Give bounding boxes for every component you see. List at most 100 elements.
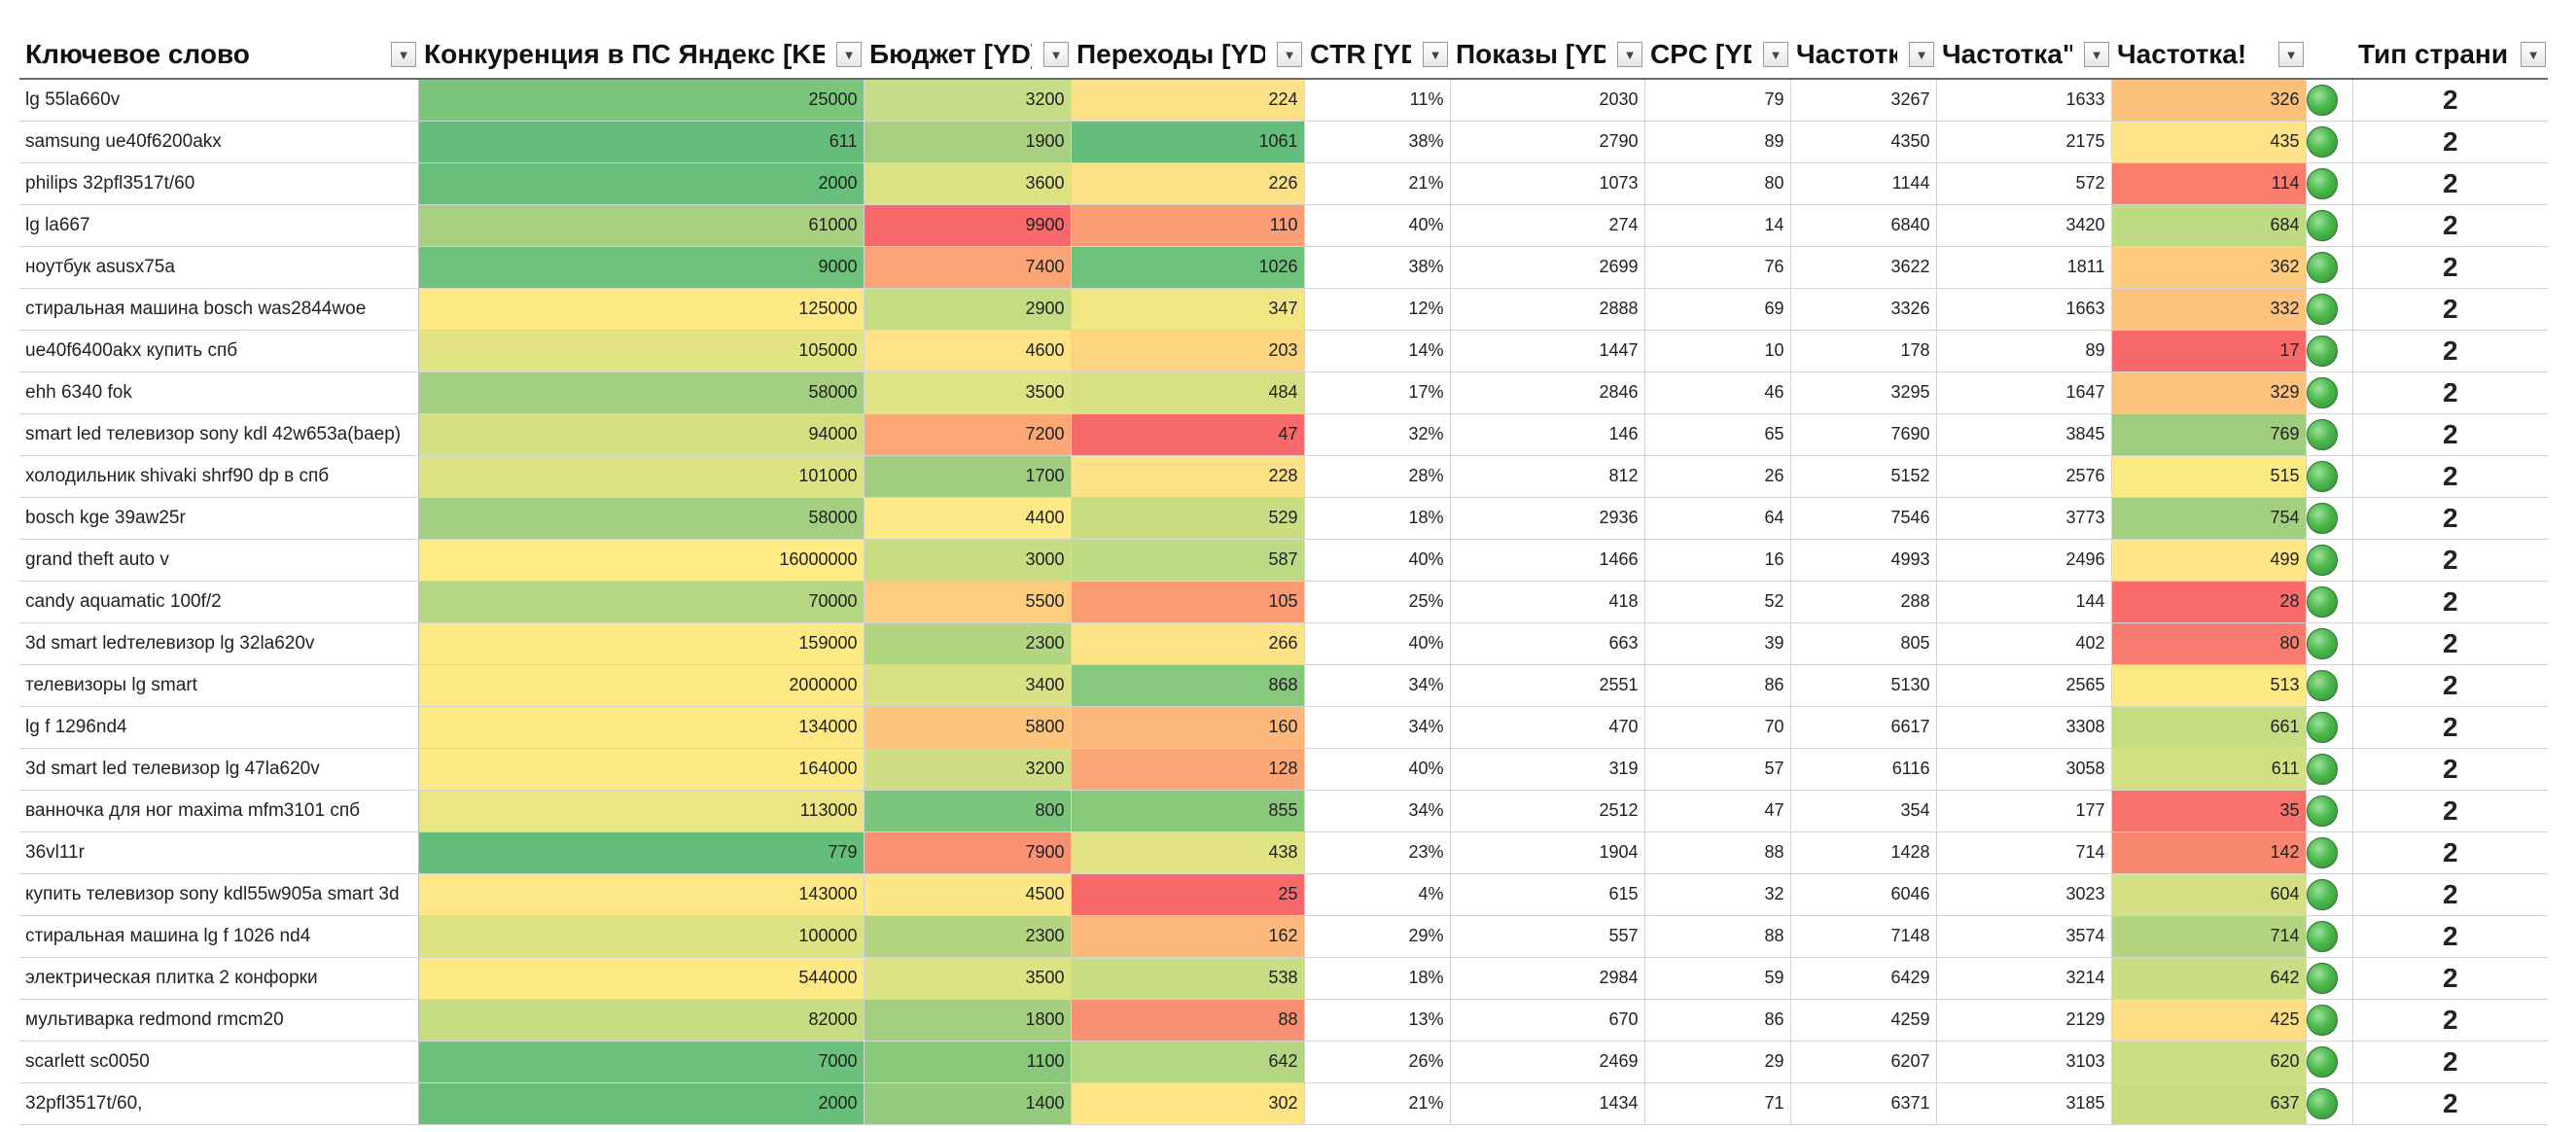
frequency-quoted-cell[interactable]: 89 (1936, 330, 2112, 372)
status-indicator-cell[interactable] (2306, 497, 2353, 540)
page-type-cell[interactable]: 2 (2352, 288, 2549, 331)
frequency-cell[interactable]: 6429 (1790, 957, 1937, 1000)
shows-cell[interactable]: 418 (1450, 581, 1645, 623)
budget-cell[interactable]: 4400 (864, 497, 1072, 540)
keyword-cell[interactable]: lg la667 (19, 204, 419, 247)
frequency-exact-cell[interactable]: 435 (2111, 121, 2307, 163)
ctr-cell[interactable]: 40% (1304, 204, 1451, 247)
clicks-cell[interactable]: 529 (1071, 497, 1305, 540)
cpc-cell[interactable]: 88 (1644, 831, 1791, 874)
frequency-cell[interactable]: 7546 (1790, 497, 1937, 540)
ctr-cell[interactable]: 14% (1304, 330, 1451, 372)
cpc-cell[interactable]: 70 (1644, 706, 1791, 749)
kei-cell[interactable]: 94000 (418, 413, 865, 456)
frequency-cell[interactable]: 288 (1790, 581, 1937, 623)
clicks-cell[interactable]: 203 (1071, 330, 1305, 372)
frequency-exact-cell[interactable]: 332 (2111, 288, 2307, 331)
status-indicator-cell[interactable] (2306, 455, 2353, 498)
frequency-exact-cell[interactable]: 714 (2111, 915, 2307, 958)
cpc-cell[interactable]: 10 (1644, 330, 1791, 372)
clicks-cell[interactable]: 347 (1071, 288, 1305, 331)
status-indicator-cell[interactable] (2306, 748, 2353, 791)
status-indicator-cell[interactable] (2306, 915, 2353, 958)
keyword-cell[interactable]: ванночка для ног maxima mfm3101 спб (19, 790, 419, 832)
status-indicator-cell[interactable] (2306, 79, 2353, 122)
keyword-cell[interactable]: samsung ue40f6200akx (19, 121, 419, 163)
frequency-quoted-cell[interactable]: 3103 (1936, 1041, 2112, 1083)
shows-cell[interactable]: 274 (1450, 204, 1645, 247)
budget-cell[interactable]: 2900 (864, 288, 1072, 331)
keyword-cell[interactable]: ehh 6340 fok (19, 371, 419, 414)
frequency-quoted-cell[interactable]: 3023 (1936, 873, 2112, 916)
shows-cell[interactable]: 2469 (1450, 1041, 1645, 1083)
clicks-cell[interactable]: 266 (1071, 622, 1305, 665)
keyword-cell[interactable]: lg f 1296nd4 (19, 706, 419, 749)
frequency-exact-cell[interactable]: 499 (2111, 539, 2307, 582)
frequency-quoted-cell[interactable]: 2496 (1936, 539, 2112, 582)
kei-cell[interactable]: 2000 (418, 162, 865, 205)
page-type-cell[interactable]: 2 (2352, 121, 2549, 163)
column-header-shows[interactable]: Показы [YD] ▼ (1450, 29, 1644, 80)
shows-cell[interactable]: 2846 (1450, 371, 1645, 414)
frequency-cell[interactable]: 1144 (1790, 162, 1937, 205)
ctr-cell[interactable]: 38% (1304, 121, 1451, 163)
clicks-cell[interactable]: 438 (1071, 831, 1305, 874)
shows-cell[interactable]: 812 (1450, 455, 1645, 498)
frequency-exact-cell[interactable]: 684 (2111, 204, 2307, 247)
page-type-cell[interactable]: 2 (2352, 1041, 2549, 1083)
keyword-cell[interactable]: smart led телевизор sony kdl 42w653a(bae… (19, 413, 419, 456)
ctr-cell[interactable]: 38% (1304, 246, 1451, 289)
kei-cell[interactable]: 9000 (418, 246, 865, 289)
status-indicator-cell[interactable] (2306, 706, 2353, 749)
column-header-frequency[interactable]: Частотка▼ (1790, 29, 1936, 80)
clicks-cell[interactable]: 1026 (1071, 246, 1305, 289)
page-type-cell[interactable]: 2 (2352, 539, 2549, 582)
keyword-cell[interactable]: philips 32pfl3517t/60 (19, 162, 419, 205)
frequency-exact-cell[interactable]: 35 (2111, 790, 2307, 832)
frequency-quoted-cell[interactable]: 3214 (1936, 957, 2112, 1000)
budget-cell[interactable]: 1700 (864, 455, 1072, 498)
clicks-cell[interactable]: 160 (1071, 706, 1305, 749)
page-type-cell[interactable]: 2 (2352, 371, 2549, 414)
keyword-cell[interactable]: телевизоры lg smart (19, 664, 419, 707)
frequency-cell[interactable]: 6617 (1790, 706, 1937, 749)
column-header-cpc[interactable]: CPC [YD]▼ (1644, 29, 1790, 80)
frequency-quoted-cell[interactable]: 402 (1936, 622, 2112, 665)
cpc-cell[interactable]: 14 (1644, 204, 1791, 247)
frequency-quoted-cell[interactable]: 2129 (1936, 999, 2112, 1042)
clicks-cell[interactable]: 228 (1071, 455, 1305, 498)
kei-cell[interactable]: 101000 (418, 455, 865, 498)
budget-cell[interactable]: 800 (864, 790, 1072, 832)
ctr-cell[interactable]: 34% (1304, 790, 1451, 832)
page-type-cell[interactable]: 2 (2352, 79, 2549, 122)
cpc-cell[interactable]: 52 (1644, 581, 1791, 623)
kei-cell[interactable]: 611 (418, 121, 865, 163)
budget-cell[interactable]: 4600 (864, 330, 1072, 372)
keyword-cell[interactable]: стиральная машина bosch was2844woe (19, 288, 419, 331)
frequency-cell[interactable]: 6207 (1790, 1041, 1937, 1083)
status-indicator-cell[interactable] (2306, 288, 2353, 331)
cpc-cell[interactable]: 46 (1644, 371, 1791, 414)
frequency-cell[interactable]: 3267 (1790, 79, 1937, 122)
ctr-cell[interactable]: 18% (1304, 497, 1451, 540)
kei-cell[interactable]: 125000 (418, 288, 865, 331)
status-indicator-cell[interactable] (2306, 957, 2353, 1000)
column-header-keyword[interactable]: Ключевое слово ▼ (19, 29, 418, 80)
budget-cell[interactable]: 3500 (864, 371, 1072, 414)
shows-cell[interactable]: 615 (1450, 873, 1645, 916)
frequency-quoted-cell[interactable]: 3308 (1936, 706, 2112, 749)
frequency-exact-cell[interactable]: 611 (2111, 748, 2307, 791)
page-type-cell[interactable]: 2 (2352, 455, 2549, 498)
frequency-quoted-cell[interactable]: 572 (1936, 162, 2112, 205)
shows-cell[interactable]: 557 (1450, 915, 1645, 958)
frequency-exact-cell[interactable]: 329 (2111, 371, 2307, 414)
frequency-cell[interactable]: 1428 (1790, 831, 1937, 874)
clicks-cell[interactable]: 1061 (1071, 121, 1305, 163)
kei-cell[interactable]: 7000 (418, 1041, 865, 1083)
status-indicator-cell[interactable] (2306, 581, 2353, 623)
column-header-frequency-exact[interactable]: Частотка! ▼ (2111, 29, 2306, 80)
page-type-cell[interactable]: 2 (2352, 790, 2549, 832)
status-indicator-cell[interactable] (2306, 371, 2353, 414)
status-indicator-cell[interactable] (2306, 664, 2353, 707)
status-indicator-cell[interactable] (2306, 121, 2353, 163)
